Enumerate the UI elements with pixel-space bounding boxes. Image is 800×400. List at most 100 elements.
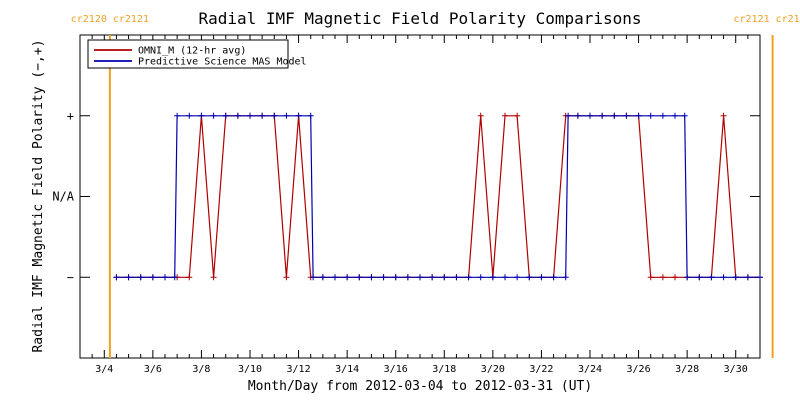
x-tick-label: 3/28 <box>675 364 699 375</box>
data-point <box>234 112 241 119</box>
data-point <box>477 274 484 281</box>
data-point <box>149 274 156 281</box>
carrington-left-label: cr2120 <box>71 14 107 25</box>
data-point <box>283 112 290 119</box>
x-tick-label: 3/6 <box>144 364 162 375</box>
data-point <box>538 274 545 281</box>
data-point <box>271 112 278 119</box>
data-point <box>757 274 763 281</box>
series-omni <box>113 112 763 281</box>
data-point <box>162 274 168 281</box>
carrington-markers: cr2120 cr2121 cr2121 cr2122 <box>71 14 800 358</box>
data-point <box>310 274 317 281</box>
data-point <box>672 112 678 119</box>
data-point <box>210 274 217 281</box>
plot-frame <box>79 34 761 359</box>
data-point <box>647 112 654 119</box>
y-axis-label: Radial IMF Magnetic Field Polarity (−,+) <box>31 39 46 352</box>
data-point <box>307 112 314 119</box>
legend: OMNI_M (12-hr avg)Predictive Science MAS… <box>87 39 307 69</box>
x-tick-label: 3/30 <box>724 364 748 375</box>
data-point <box>210 112 217 119</box>
data-point <box>125 274 132 281</box>
x-axis-label: Month/Day from 2012-03-04 to 2012-03-31 … <box>248 379 592 394</box>
data-point <box>587 112 593 119</box>
data-point <box>171 274 178 281</box>
data-point <box>659 112 666 119</box>
series-line <box>116 115 760 278</box>
x-tick-label: 3/8 <box>192 364 210 375</box>
y-axis: + N/A − <box>52 109 760 284</box>
carrington-right-label: cr2122 <box>776 14 800 25</box>
data-point <box>732 274 739 281</box>
data-point <box>684 274 691 281</box>
x-tick-label: 3/24 <box>578 364 602 375</box>
x-tick-label: 3/22 <box>529 364 553 375</box>
carrington-right-label: cr2121 <box>113 14 149 25</box>
data-point <box>283 274 290 281</box>
legend-entry: Predictive Science MAS Model <box>138 57 307 68</box>
x-tick-label: 3/18 <box>432 364 456 375</box>
data-point <box>565 112 572 119</box>
data-point <box>696 274 703 281</box>
data-point <box>404 274 411 281</box>
data-point <box>489 274 496 281</box>
data-point <box>574 112 581 119</box>
data-point <box>647 274 654 281</box>
y-tick-label: + <box>67 109 74 123</box>
data-point <box>186 274 193 281</box>
data-point <box>720 112 727 119</box>
data-point <box>186 112 193 119</box>
data-point <box>611 112 618 119</box>
x-tick-label: 3/12 <box>287 364 311 375</box>
data-point <box>720 274 727 281</box>
x-axis: 3/4 3/6 3/8 3/10 3/12 3/14 3/16 3/18 3/20 3/22 3/2… <box>79 35 761 375</box>
legend-box <box>87 39 289 69</box>
data-point <box>198 112 205 119</box>
data-point <box>319 274 326 281</box>
y-tick-label: − <box>67 270 74 284</box>
data-point <box>137 274 144 281</box>
x-tick-label: 3/26 <box>627 364 651 375</box>
data-point <box>368 274 375 281</box>
data-point <box>681 112 688 119</box>
data-point <box>417 274 423 281</box>
data-point <box>222 112 229 119</box>
x-tick-label: 3/20 <box>481 364 505 375</box>
data-point <box>477 112 484 119</box>
data-point <box>380 274 387 281</box>
data-point <box>514 274 521 281</box>
data-point <box>562 274 569 281</box>
data-point <box>392 274 399 281</box>
data-point <box>453 274 460 281</box>
data-point <box>332 274 338 281</box>
legend-entry: OMNI_M (12-hr avg) <box>138 46 246 57</box>
x-tick-label: 3/10 <box>238 364 262 375</box>
data-point <box>295 112 302 119</box>
y-tick-label: N/A <box>52 190 74 204</box>
data-point <box>623 112 630 119</box>
data-point <box>744 274 751 281</box>
data-point <box>344 274 351 281</box>
data-point <box>502 112 508 119</box>
data-point <box>113 274 120 281</box>
data-point <box>526 274 533 281</box>
data-point <box>672 274 678 281</box>
data-point <box>356 274 363 281</box>
data-point <box>635 112 642 119</box>
chart-title: Radial IMF Magnetic Field Polarity Compa… <box>198 9 641 28</box>
data-point <box>659 274 666 281</box>
data-point <box>550 274 557 281</box>
data-point <box>441 274 448 281</box>
series-mas <box>113 112 763 281</box>
data-point <box>259 112 266 119</box>
data-point <box>708 274 715 281</box>
series-line <box>116 115 760 278</box>
data-point <box>465 274 472 281</box>
x-tick-label: 3/14 <box>335 364 359 375</box>
data-point <box>429 274 436 281</box>
data-point <box>599 112 606 119</box>
x-tick-label: 3/16 <box>384 364 408 375</box>
series-layer <box>113 112 763 281</box>
